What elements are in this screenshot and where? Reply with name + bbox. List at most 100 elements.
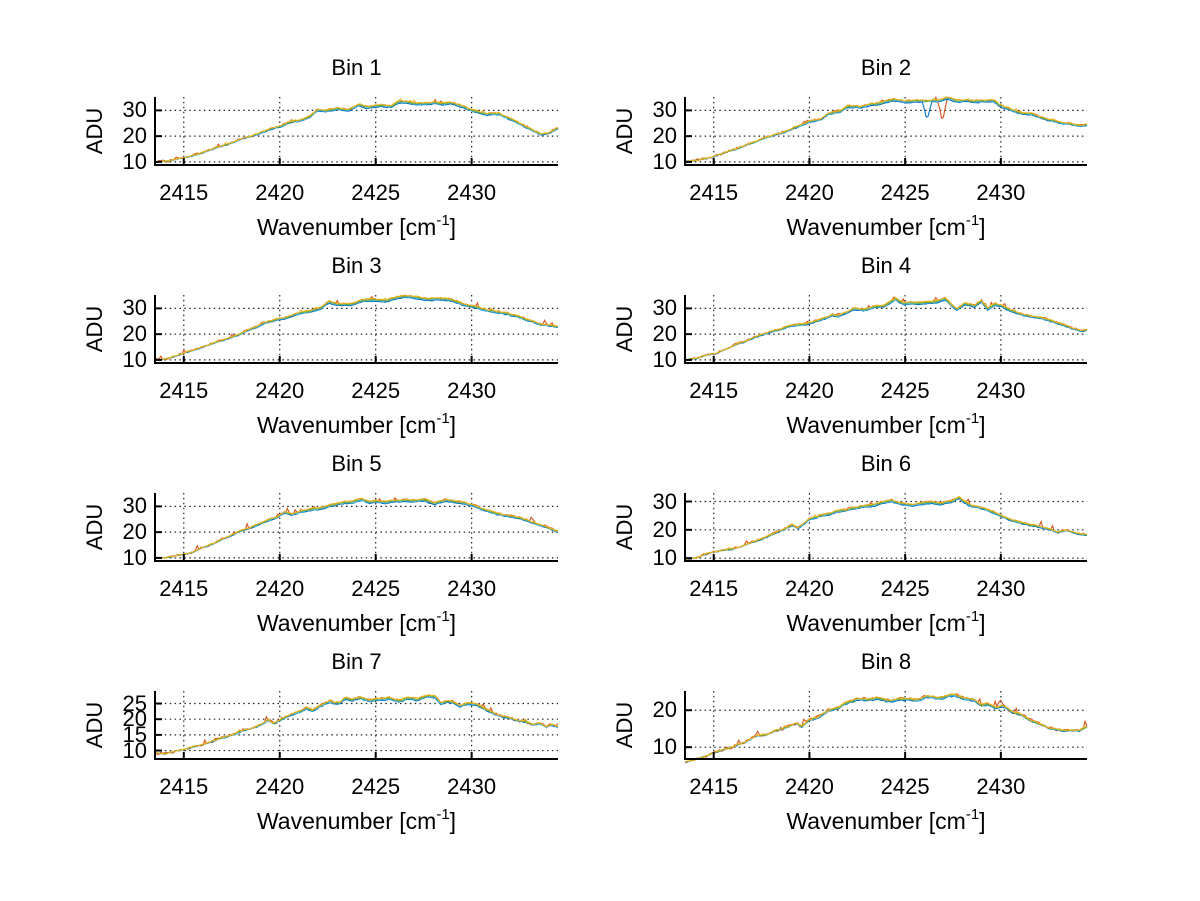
bin-4-ytick-20: 20 (652, 321, 677, 347)
bin-7-series-cyan (155, 695, 559, 755)
bin-8-xtick-2430: 2430 (976, 774, 1026, 799)
bin-7-xtick-2415: 2415 (159, 774, 209, 799)
bin-4-series-orange (685, 296, 1088, 362)
bin-2-series-blue (684, 98, 1088, 163)
bin-5-ytick-10: 10 (122, 544, 147, 570)
bin-4-xtick-2430: 2430 (976, 378, 1026, 403)
bin-5-xtick-2420: 2420 (255, 576, 305, 601)
bin-1-xtick-2415: 2415 (159, 180, 209, 205)
bin-3-ytick-30: 30 (122, 295, 147, 321)
bin-4-ytick-10: 10 (652, 346, 677, 372)
bin-5-xtick-2425: 2425 (351, 576, 401, 601)
bin-5-xlabel: Wavenumber [cm-1] (256, 608, 457, 636)
bin-6-title: Bin 6 (860, 451, 912, 476)
bin-6-series-orange (684, 496, 1088, 561)
bin-7-xtick-2430: 2430 (447, 774, 497, 799)
bin-8-series-yellow (684, 693, 1088, 763)
bin-3-ytick-10: 10 (122, 346, 147, 372)
bin-2-series-green (684, 96, 1088, 163)
bin-6-series-yellow (684, 495, 1088, 560)
bin-7-title: Bin 7 (331, 649, 382, 674)
bin-7-ylabel: ADU (82, 701, 107, 749)
bin-5-series-green (154, 498, 559, 559)
bin-3-ytick-20: 20 (122, 321, 147, 347)
bin-3-title: Bin 3 (331, 253, 382, 278)
bin-6-xtick-2420: 2420 (784, 576, 834, 601)
bin-7-series-yellow (154, 694, 559, 755)
bin-6-xtick-2430: 2430 (976, 576, 1026, 601)
bin-1-ytick-10: 10 (122, 148, 147, 174)
bin-5-series-blue (155, 500, 559, 559)
bin-8-ytick-20: 20 (652, 697, 677, 723)
bin-8-series-green (684, 693, 1088, 763)
bin-4-xtick-2415: 2415 (689, 378, 739, 403)
bin-3-ylabel: ADU (82, 305, 107, 353)
bin-4-xtick-2425: 2425 (880, 378, 930, 403)
bin-6-ytick-10: 10 (652, 545, 677, 571)
bin-5-ylabel: ADU (82, 503, 107, 551)
bin-7-ytick-20: 20 (122, 706, 147, 732)
bin-1-series-yellow (154, 98, 559, 163)
bin-1-series-orange (155, 98, 559, 163)
bin-2-xtick-2415: 2415 (689, 180, 739, 205)
bin-7-ytick-25: 25 (122, 690, 147, 716)
bin-2-series-orange (684, 96, 1088, 163)
bin-4-xtick-2420: 2420 (784, 378, 834, 403)
bin-3-series-orange (154, 294, 558, 362)
bin-3-xtick-2425: 2425 (351, 378, 401, 403)
bin-2-ytick-30: 30 (652, 97, 677, 123)
bin-6-ylabel: ADU (612, 503, 637, 551)
bin-4-title: Bin 4 (860, 253, 912, 278)
bin-2-xtick-2420: 2420 (784, 180, 834, 205)
bin-8-series-cyan (684, 695, 1088, 763)
bin-1-xtick-2430: 2430 (447, 180, 497, 205)
bin-3-xtick-2430: 2430 (447, 378, 497, 403)
bin-5-xtick-2415: 2415 (159, 576, 209, 601)
bin-8-xtick-2425: 2425 (880, 774, 930, 799)
bin-5-xtick-2430: 2430 (447, 576, 497, 601)
bin-6-series-blue (684, 498, 1087, 561)
bin-1-series-blue (154, 102, 559, 163)
bin-2-ylabel: ADU (612, 107, 637, 155)
bin-8-series-blue (684, 695, 1088, 764)
bin-4-series-yellow (684, 296, 1088, 361)
bin-6-ytick-30: 30 (652, 488, 677, 514)
bin-8-xtick-2420: 2420 (784, 774, 834, 799)
bin-5-ytick-30: 30 (122, 493, 147, 519)
bin-5-series-yellow (154, 497, 559, 559)
bin-3-series-cyan (154, 296, 559, 361)
bin-5-series-cyan (154, 499, 559, 559)
bin-1-xtick-2420: 2420 (255, 180, 305, 205)
bin-7-xtick-2425: 2425 (351, 774, 401, 799)
bin-2-series-yellow (684, 96, 1088, 163)
bin-3-xlabel: Wavenumber [cm-1] (256, 410, 457, 438)
bin-2-xtick-2425: 2425 (880, 180, 930, 205)
bin-3-series-blue (154, 296, 559, 361)
bin-6-series-cyan (684, 497, 1088, 560)
bin-2-xlabel: Wavenumber [cm-1] (786, 212, 986, 240)
bin-8-series-orange (684, 693, 1088, 764)
bin-2-xtick-2430: 2430 (976, 180, 1026, 205)
bin-1-ytick-30: 30 (122, 97, 147, 123)
bin-7-xtick-2420: 2420 (255, 774, 305, 799)
bin-4-ytick-30: 30 (652, 295, 677, 321)
bin-8-xtick-2415: 2415 (689, 774, 739, 799)
bin-3-series-yellow (154, 294, 559, 361)
bin-6-ytick-20: 20 (652, 516, 677, 542)
bin-5-title: Bin 5 (331, 451, 382, 476)
bin-8-xlabel: Wavenumber [cm-1] (786, 806, 986, 834)
bin-6-xlabel: Wavenumber [cm-1] (786, 608, 986, 636)
bin-6-series-green (685, 496, 1088, 560)
bin-6-xtick-2415: 2415 (689, 576, 739, 601)
bin-8-title: Bin 8 (860, 649, 912, 674)
bin-5-ytick-20: 20 (122, 519, 147, 545)
bin-2-ytick-10: 10 (652, 148, 677, 174)
bin-3-xtick-2415: 2415 (159, 378, 209, 403)
bin-3-series-green (154, 295, 559, 361)
bin-1-title: Bin 1 (331, 55, 382, 80)
bin-3-xtick-2420: 2420 (255, 378, 305, 403)
bin-1-xlabel: Wavenumber [cm-1] (256, 212, 457, 240)
bin-1-ylabel: ADU (82, 107, 107, 155)
